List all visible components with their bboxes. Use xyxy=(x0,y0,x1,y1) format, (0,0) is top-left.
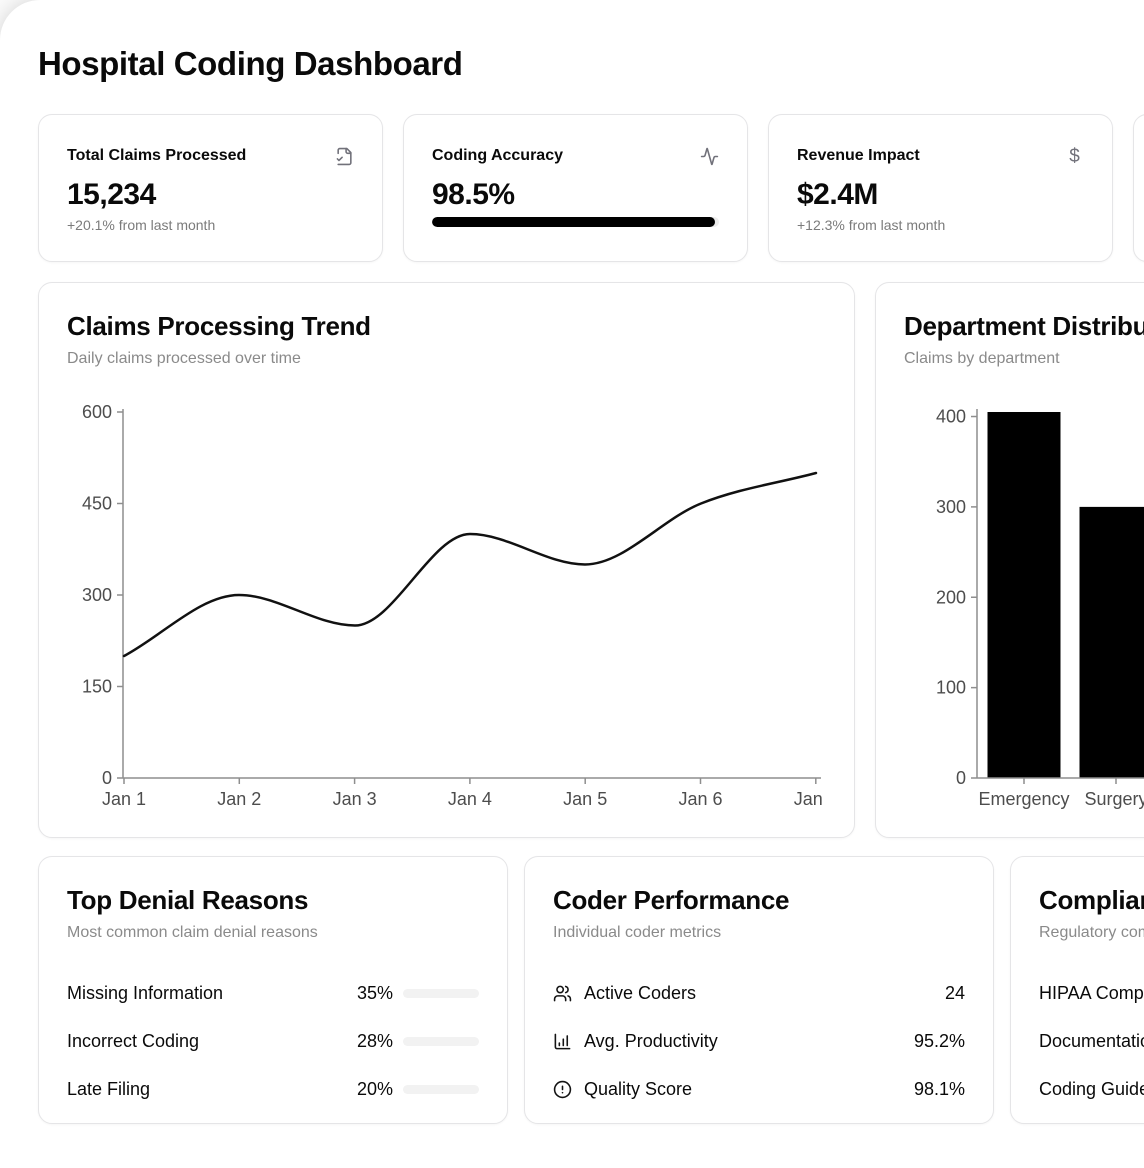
svg-text:Jan 4: Jan 4 xyxy=(448,789,492,809)
stat-card-revenue-impact: Revenue Impact $ $2.4M +12.3% from last … xyxy=(768,114,1113,262)
bar-chart-icon xyxy=(553,1032,572,1051)
file-check-icon xyxy=(335,147,354,166)
coder-metric-row: Active Coders 24 xyxy=(553,981,965,1005)
claims-trend-line-chart[interactable]: 0 150 300 450 600 Jan 1 Jan 2 Jan 3 Jan 4 Jan 5 Ja… xyxy=(67,405,828,817)
denial-label: Incorrect Coding xyxy=(67,1031,200,1051)
stat-label: Revenue Impact xyxy=(797,147,920,164)
svg-text:Jan 2: Jan 2 xyxy=(217,789,261,809)
stat-caption: +12.3% from last month xyxy=(797,217,946,233)
stat-label: Total Claims Processed xyxy=(67,147,247,164)
chart-subtitle: Daily claims processed over time xyxy=(67,350,301,367)
svg-text:Jan 5: Jan 5 xyxy=(563,789,607,809)
stat-value: 98.5% xyxy=(432,178,515,211)
denial-label: Late Filing xyxy=(67,1079,151,1099)
coder-performance-card: Coder Performance Individual coder metri… xyxy=(524,856,994,1124)
panel-subtitle: Most common claim denial reasons xyxy=(67,924,318,941)
svg-text:300: 300 xyxy=(936,497,966,517)
denial-label: Missing Information xyxy=(67,983,224,1003)
stat-card-partial xyxy=(1133,114,1144,262)
compliance-label: HIPAA Compliance xyxy=(1039,983,1144,1003)
denial-percent: 28% xyxy=(356,1030,393,1051)
svg-text:600: 600 xyxy=(82,405,112,422)
dollar-icon: $ xyxy=(1069,145,1080,167)
metric-value: 95.2% xyxy=(913,1031,965,1051)
coder-metric-row: Avg. Productivity 95.2% xyxy=(553,1029,965,1053)
compliance-row: Documentation xyxy=(1039,1029,1144,1053)
stat-value: 15,234 xyxy=(67,178,156,211)
svg-text:100: 100 xyxy=(936,678,966,698)
svg-text:300: 300 xyxy=(82,585,112,605)
svg-text:Jan 1: Jan 1 xyxy=(102,789,146,809)
denial-row: Late Filing 20% xyxy=(67,1077,479,1101)
page-title: Hospital Coding Dashboard xyxy=(38,45,463,82)
compliance-label: Documentation xyxy=(1039,1031,1144,1051)
compliance-status-card: Compliance Status Regulatory compliance … xyxy=(1010,856,1144,1124)
svg-text:Jan 7: Jan 7 xyxy=(794,789,828,809)
bottom-row: Top Denial Reasons Most common claim den… xyxy=(38,856,1144,1124)
metric-label: Quality Score xyxy=(584,1079,693,1099)
svg-text:Jan 3: Jan 3 xyxy=(333,789,377,809)
panel-subtitle: Regulatory compliance overview xyxy=(1039,924,1144,941)
compliance-row: HIPAA Compliance xyxy=(1039,981,1144,1005)
coder-metric-row: Quality Score 98.1% xyxy=(553,1077,965,1101)
chart-title: Claims Processing Trend xyxy=(67,311,371,341)
panel-title: Compliance Status xyxy=(1039,885,1144,915)
panel-title: Top Denial Reasons xyxy=(67,885,309,915)
metric-label: Avg. Productivity xyxy=(584,1031,718,1051)
compliance-label: Coding Guidelines xyxy=(1039,1079,1144,1099)
svg-text:0: 0 xyxy=(956,768,966,788)
stats-row: Total Claims Processed 15,234 +20.1% fro… xyxy=(38,114,1144,262)
claims-trend-card: Claims Processing Trend Daily claims pro… xyxy=(38,282,855,838)
svg-text:Surgery: Surgery xyxy=(1084,789,1144,809)
department-distribution-card: Department Distribution Claims by depart… xyxy=(875,282,1144,838)
svg-text:150: 150 xyxy=(82,677,112,697)
metric-label: Active Coders xyxy=(584,983,697,1003)
svg-text:Emergency: Emergency xyxy=(978,789,1069,809)
stat-caption: +20.1% from last month xyxy=(67,217,216,233)
metric-value: 24 xyxy=(944,983,965,1003)
metric-value: 98.1% xyxy=(913,1079,965,1099)
charts-row: Claims Processing Trend Daily claims pro… xyxy=(38,282,1144,838)
top-denial-reasons-card: Top Denial Reasons Most common claim den… xyxy=(38,856,508,1124)
denial-bar-track xyxy=(403,988,479,998)
denial-percent: 35% xyxy=(356,982,393,1003)
activity-icon xyxy=(700,147,719,166)
users-icon xyxy=(553,984,572,1003)
accuracy-progress-fill xyxy=(432,217,715,227)
accuracy-progress-track xyxy=(432,217,719,227)
denial-bar-track xyxy=(403,1084,479,1094)
chart-title: Department Distribution xyxy=(904,311,1144,341)
svg-text:Jan 6: Jan 6 xyxy=(678,789,722,809)
stat-card-total-claims: Total Claims Processed 15,234 +20.1% fro… xyxy=(38,114,383,262)
svg-text:0: 0 xyxy=(102,768,112,788)
svg-text:450: 450 xyxy=(82,494,112,514)
stat-card-coding-accuracy: Coding Accuracy 98.5% xyxy=(403,114,748,262)
denial-row: Missing Information 35% xyxy=(67,981,479,1005)
panel-title: Coder Performance xyxy=(553,885,790,915)
denial-row: Incorrect Coding 28% xyxy=(67,1029,479,1053)
svg-text:400: 400 xyxy=(936,407,966,427)
svg-text:200: 200 xyxy=(936,587,966,607)
chart-subtitle: Claims by department xyxy=(904,350,1060,367)
alert-circle-icon xyxy=(553,1080,572,1099)
panel-subtitle: Individual coder metrics xyxy=(553,924,722,941)
stat-value: $2.4M xyxy=(797,178,878,211)
department-bar-chart[interactable]: 0 100 200 300 400 Emergency Surgery xyxy=(904,405,1144,817)
denial-percent: 20% xyxy=(356,1078,393,1099)
compliance-row: Coding Guidelines xyxy=(1039,1077,1144,1101)
stat-label: Coding Accuracy xyxy=(432,147,563,164)
denial-bar-track xyxy=(403,1036,479,1046)
